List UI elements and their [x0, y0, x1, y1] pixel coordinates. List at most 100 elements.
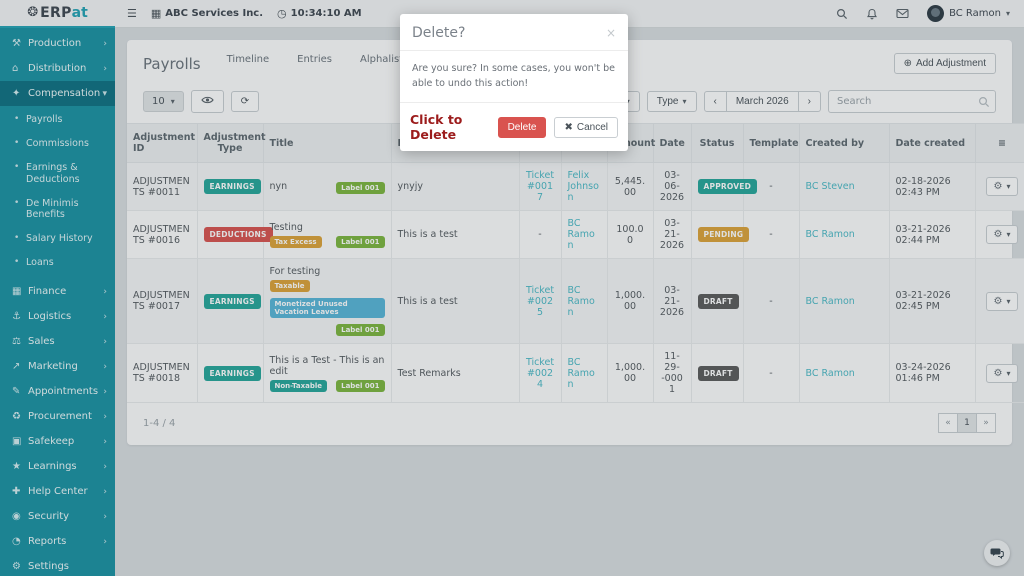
cell-title: Testing [269, 221, 303, 233]
sidebar-subitem-payrolls[interactable]: • Payrolls [0, 108, 115, 132]
sidebar-item-compensation[interactable]: ✦ Compensation ▾ [0, 81, 115, 106]
sidebar-item-logistics[interactable]: ⚓ Logistics › [0, 304, 115, 329]
sidebar-subitem-salary-history[interactable]: • Salary History [0, 227, 115, 251]
sidebar-item-appointments[interactable]: ✎ Appointments › [0, 379, 115, 404]
search-icon[interactable] [836, 8, 848, 20]
cell-template: - [743, 210, 800, 259]
bullet-icon: • [14, 161, 20, 172]
chat-button[interactable] [984, 540, 1010, 566]
search-icon [978, 93, 990, 112]
company-name: ABC Services Inc. [165, 8, 264, 19]
created-by-link[interactable]: BC Steven [799, 162, 890, 211]
cell-date: 03-21-2026 [653, 210, 692, 259]
tab-alphalist[interactable]: Alphalist [359, 54, 404, 65]
col-date[interactable]: Date [653, 123, 692, 163]
sidebar-item-procurement[interactable]: ♻ Procurement › [0, 404, 115, 429]
pagination-page-1[interactable]: 1 [957, 413, 977, 433]
row-actions-button[interactable]: ⚙ ▾ [985, 177, 1019, 196]
sidebar-toggle-icon[interactable]: ☰ [127, 7, 137, 20]
gear-icon: ⚙ [993, 367, 1003, 379]
col-template[interactable]: Template [743, 123, 800, 163]
chevron-right-icon: › [103, 386, 107, 397]
fullname-link[interactable]: BC Ramon [561, 210, 608, 259]
add-adjustment-button[interactable]: ⊕ Add Adjustment [893, 53, 996, 74]
pagination-next-button[interactable]: » [976, 413, 996, 433]
sidebar-item-production[interactable]: ⚒ Production › [0, 31, 115, 56]
col-title[interactable]: Title [263, 123, 392, 163]
sidebar-item-label: Compensation [28, 88, 101, 99]
compensation-icon: ✦ [12, 88, 21, 99]
tab-timeline[interactable]: Timeline [226, 54, 270, 65]
app-logo[interactable]: ❂ ERP at [0, 0, 115, 28]
sidebar-item-learnings[interactable]: ★ Learnings › [0, 454, 115, 479]
col-created-by[interactable]: Created by [799, 123, 890, 163]
pagination: « 1 » [938, 413, 996, 433]
chevron-down-icon: ▾ [102, 88, 107, 99]
sidebar-subitem-commissions[interactable]: • Commissions [0, 132, 115, 156]
sidebar-item-distribution[interactable]: ⌂ Distribution › [0, 56, 115, 81]
column-visibility-button[interactable] [190, 89, 224, 113]
gear-icon: ⚙ [993, 229, 1003, 240]
user-menu[interactable]: BC Ramon ▾ [927, 5, 1010, 22]
created-by-link[interactable]: BC Ramon [799, 258, 890, 344]
sidebar-item-finance[interactable]: ▦ Finance › [0, 279, 115, 304]
tab-entries[interactable]: Entries [297, 54, 332, 65]
col-date-created[interactable]: Date created [889, 123, 976, 163]
messages-envelope-icon[interactable] [896, 8, 909, 19]
logo-text-erp: ERP [40, 4, 72, 21]
page-size-select[interactable]: 10 ▾ [143, 90, 184, 112]
created-by-link[interactable]: BC Ramon [799, 210, 890, 259]
sidebar-item-safekeep[interactable]: ▣ Safekeep › [0, 429, 115, 454]
bullet-icon: • [14, 114, 20, 124]
row-actions-button[interactable]: ⚙ ▾ [985, 291, 1019, 311]
ticket-link[interactable]: Ticket #0024 [519, 343, 562, 403]
type-badge: EARNINGS [203, 179, 261, 194]
table-row: ADJUSTMENTS #0018 EARNINGS This is a Tes… [127, 343, 1024, 403]
notifications-bell-icon[interactable] [866, 8, 878, 20]
sidebar-subitem-loans[interactable]: • Loans [0, 251, 115, 275]
sidebar-item-sales[interactable]: ⚖ Sales › [0, 329, 115, 354]
fullname-link[interactable]: BC Ramon [561, 258, 608, 344]
refresh-button[interactable]: ⟳ [230, 90, 260, 112]
sidebar-item-marketing[interactable]: ↗ Marketing › [0, 354, 115, 379]
cell-remarks: This is a test [391, 210, 520, 259]
chevron-right-icon: › [103, 486, 107, 497]
cell-remarks: ynyjy [391, 162, 520, 211]
ticket-link[interactable]: Ticket #0017 [519, 162, 562, 211]
col-adjustment-type[interactable]: Adjustment Type [197, 123, 266, 163]
user-name: BC Ramon [949, 8, 1001, 19]
sidebar-item-label: Security [28, 511, 70, 522]
production-icon: ⚒ [12, 38, 21, 49]
created-by-link[interactable]: BC Ramon [799, 343, 890, 403]
cell-date-created: 02-18-2026 02:43 PM [889, 162, 976, 211]
sidebar-subitem-earnings-deductions[interactable]: • Earnings & Deductions [0, 156, 115, 192]
sidebar-item-label: Marketing [28, 361, 78, 372]
columns-menu-icon[interactable]: ≡ [975, 123, 1024, 163]
sidebar-item-help-center[interactable]: ✚ Help Center › [0, 479, 115, 504]
cancel-button[interactable]: ✖ Cancel [554, 116, 618, 138]
cell-amount: 1,000.00 [607, 258, 654, 344]
search-input[interactable] [828, 90, 996, 113]
fullname-link[interactable]: BC Ramon [561, 343, 608, 403]
company-selector[interactable]: ▦ ABC Services Inc. [151, 7, 263, 20]
previous-month-button[interactable]: ‹ [703, 90, 727, 112]
row-actions-button[interactable]: ⚙ ▾ [985, 363, 1019, 383]
sidebar-item-security[interactable]: ◉ Security › [0, 504, 115, 529]
tax-tag: Tax Excess [269, 235, 322, 248]
table-row: ADJUSTMENTS #0016 DEDUCTIONS Testing Tax… [127, 210, 1024, 259]
close-icon[interactable]: × [605, 26, 616, 40]
sidebar-item-reports[interactable]: ◔ Reports › [0, 529, 115, 554]
fullname-link[interactable]: Felix Johnson [561, 162, 608, 211]
clock-icon: ◷ [277, 7, 287, 20]
row-actions-button[interactable]: ⚙ ▾ [985, 225, 1019, 244]
sidebar-item-settings[interactable]: ⚙ Settings [0, 554, 115, 576]
delete-button[interactable]: Delete [497, 116, 547, 138]
type-filter-select[interactable]: Type ▾ [646, 90, 697, 112]
ticket-link[interactable]: Ticket #0025 [519, 258, 562, 344]
sidebar-subitem-de-minimis-benefits[interactable]: • De Minimis Benefits [0, 192, 115, 228]
col-status[interactable]: Status [691, 123, 744, 163]
next-month-button[interactable]: › [797, 90, 821, 112]
gear-icon: ⚙ [993, 295, 1003, 307]
col-adjustment-id[interactable]: Adjustment ID [127, 123, 198, 163]
sidebar-item-label: Help Center [28, 486, 88, 497]
